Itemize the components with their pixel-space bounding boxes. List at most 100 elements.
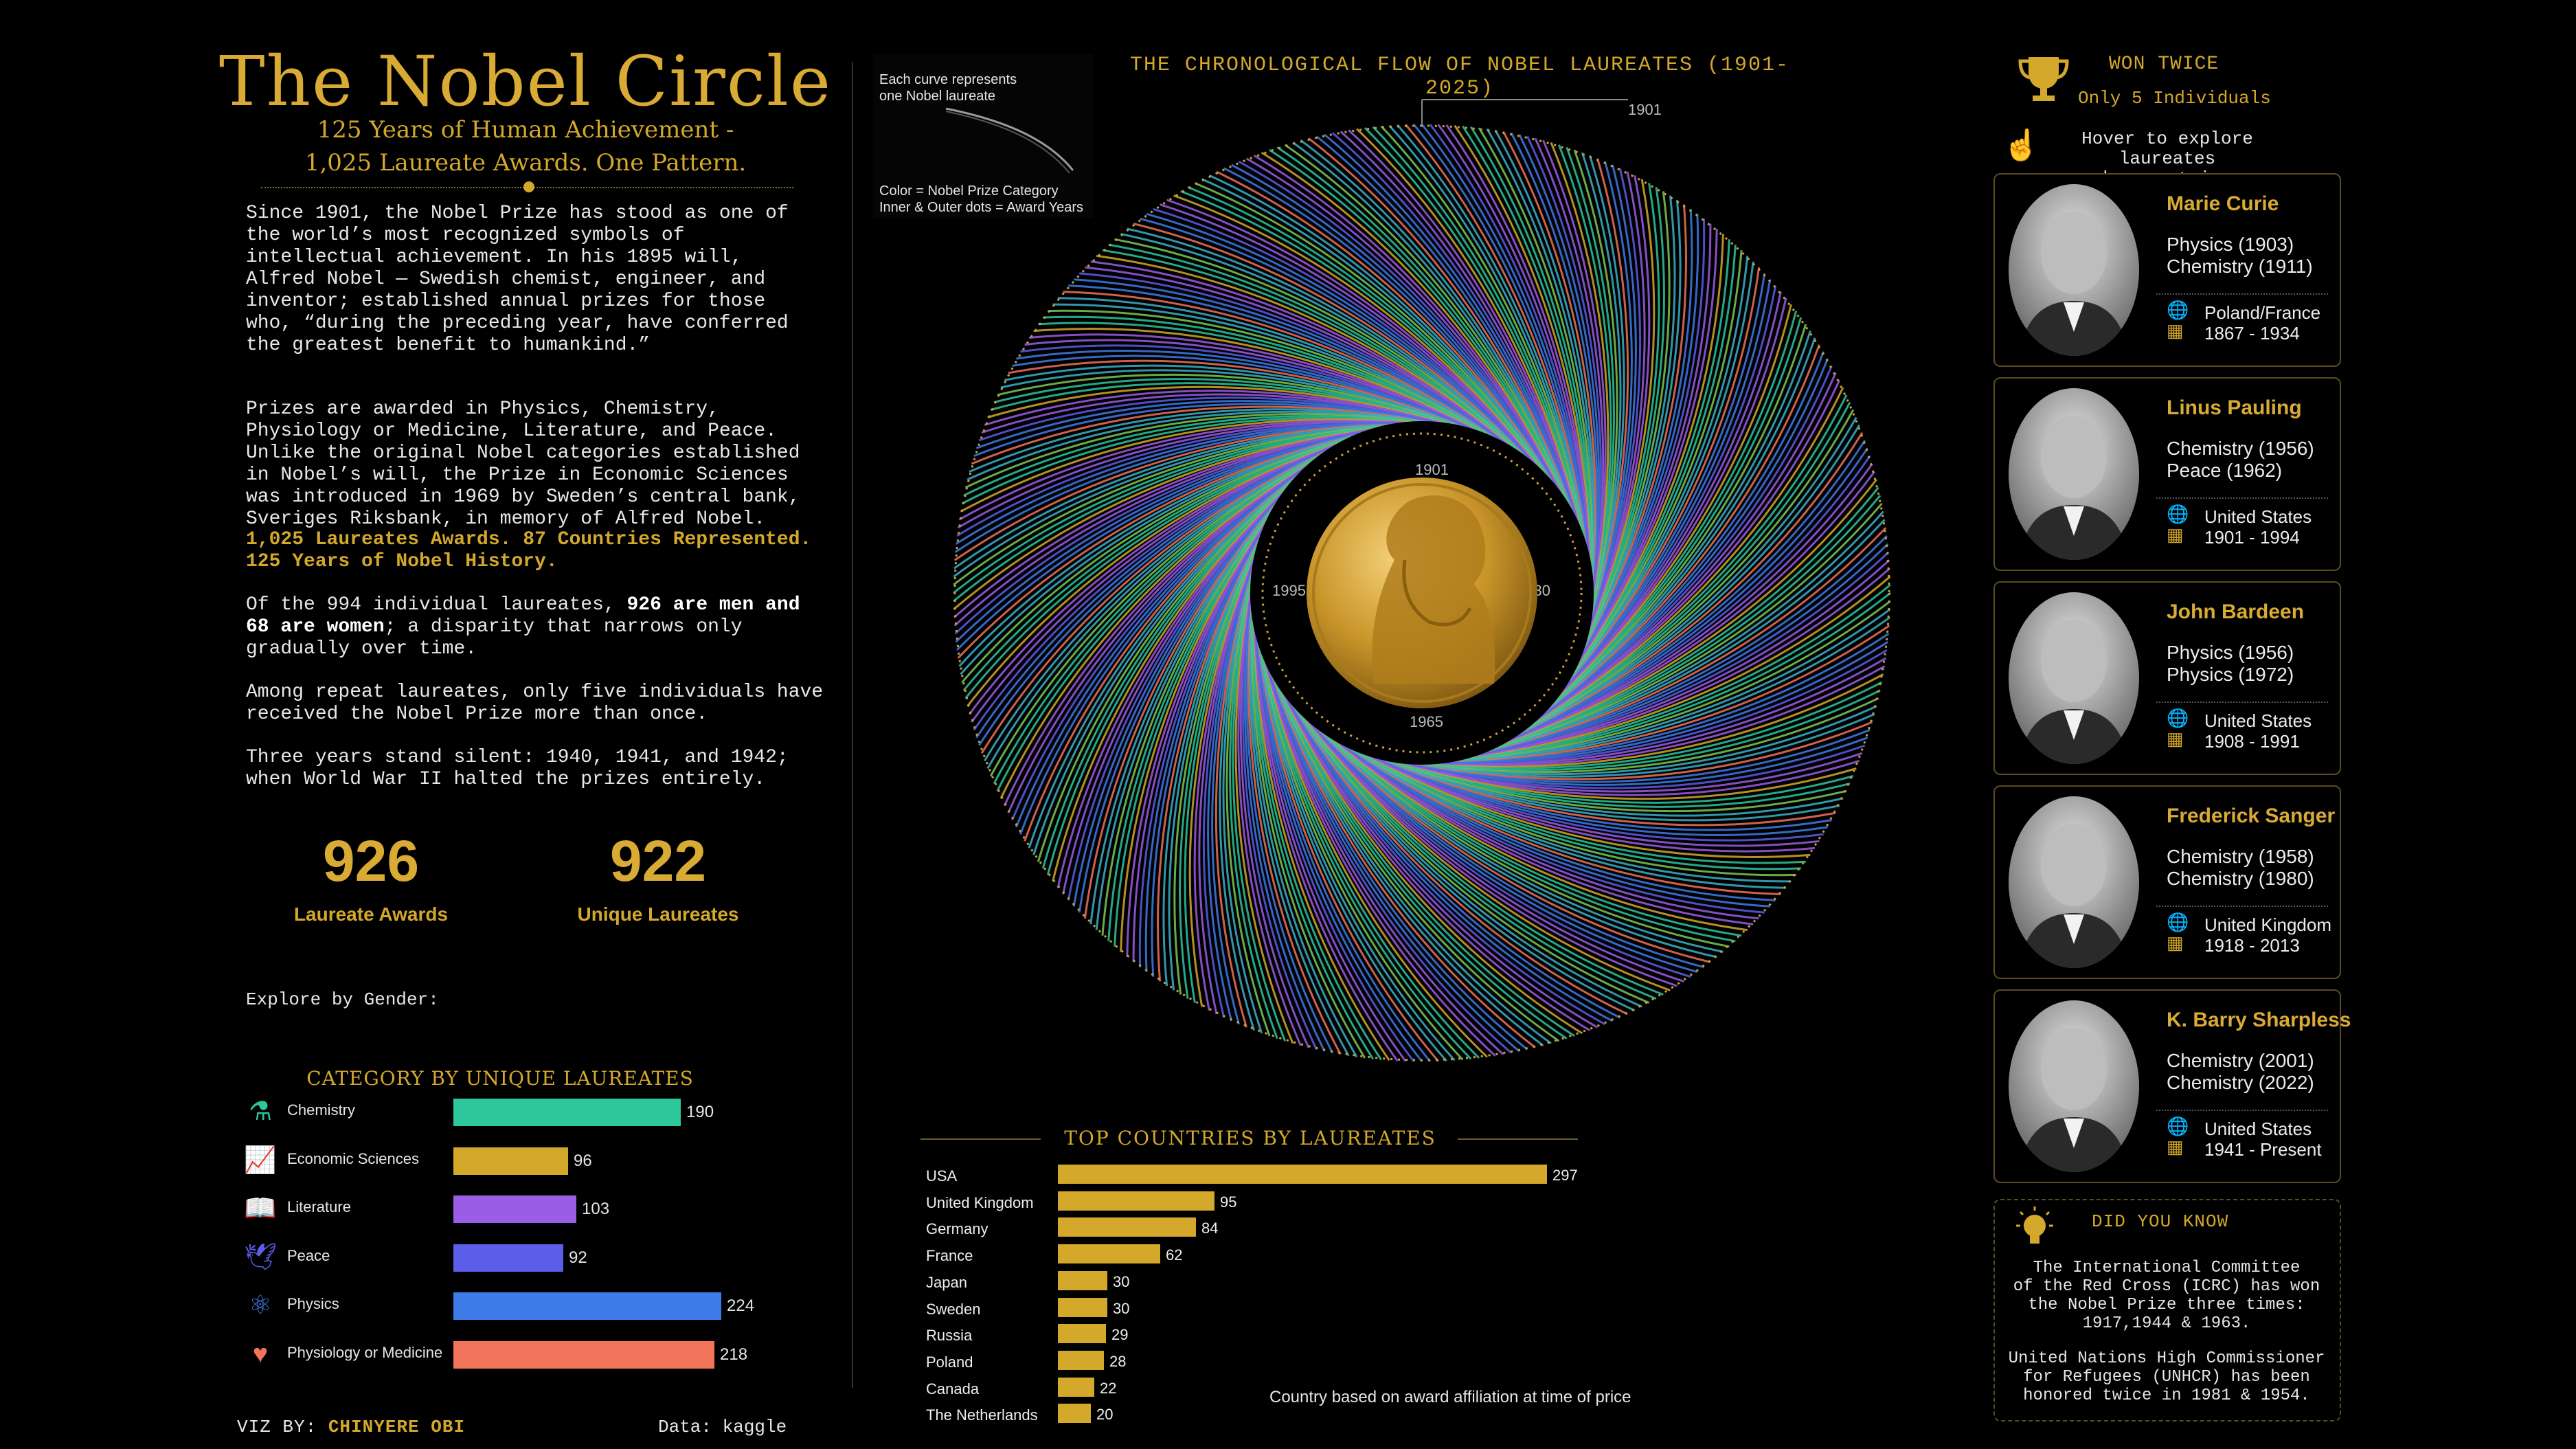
laureate-curve[interactable] — [1019, 467, 1304, 835]
laureate-card[interactable]: Linus Pauling Chemistry (1956) Peace (1962… — [1993, 377, 2341, 571]
laureate-curve[interactable] — [1234, 583, 1294, 1044]
laureate-curve[interactable] — [1250, 609, 1366, 1059]
laureate-curve[interactable] — [1285, 697, 1620, 1019]
laureate-curve[interactable] — [1062, 488, 1287, 895]
country-bar[interactable] — [1058, 1350, 1104, 1370]
laureate-curve[interactable] — [1516, 424, 1860, 737]
laureate-curve[interactable] — [1535, 365, 1833, 723]
laureate-curve[interactable] — [1284, 144, 1572, 508]
laureate-curve[interactable] — [1514, 431, 1864, 739]
laureate-curve[interactable] — [1570, 245, 1737, 678]
laureate-curve[interactable] — [1083, 497, 1280, 919]
laureate-curve[interactable] — [1319, 730, 1730, 948]
laureate-curve[interactable] — [1314, 727, 1717, 958]
laureate-curve[interactable] — [1563, 273, 1766, 691]
laureate-curve[interactable] — [1315, 135, 1578, 519]
laureate-curve[interactable] — [954, 421, 1399, 553]
laureate-curve[interactable] — [1558, 144, 1612, 607]
laureate-curve[interactable] — [1561, 279, 1772, 693]
laureate-curve[interactable] — [1542, 139, 1607, 600]
laureate-curve[interactable] — [1399, 752, 1863, 793]
laureate-curve[interactable] — [1067, 490, 1285, 901]
laureate-curve[interactable] — [1587, 175, 1651, 636]
laureate-curve[interactable] — [1043, 315, 1491, 436]
laureate-curve[interactable] — [1267, 669, 1536, 1048]
laureate-curve[interactable] — [1292, 142, 1574, 511]
laureate-curve[interactable] — [1273, 679, 1568, 1040]
laureate-curve[interactable] — [1390, 761, 1854, 804]
laureate-card[interactable]: John Bardeen Physics (1956) Physics (1972)… — [1993, 581, 2341, 775]
laureate-curve[interactable] — [1078, 495, 1281, 913]
laureate-curve[interactable] — [1479, 535, 1888, 756]
laureate-curve[interactable] — [1057, 297, 1499, 440]
category-bar[interactable] — [453, 1099, 681, 1126]
laureate-curve[interactable] — [1450, 616, 1890, 763]
laureate-curve[interactable] — [1372, 126, 1586, 539]
laureate-curve[interactable] — [961, 434, 1354, 684]
laureate-curve[interactable] — [1423, 689, 1881, 772]
laureate-curve[interactable] — [1456, 600, 1891, 763]
laureate-curve[interactable] — [1397, 759, 1860, 796]
laureate-curve[interactable] — [1261, 151, 1568, 501]
laureate-curve[interactable] — [1281, 692, 1606, 1026]
laureate-curve[interactable] — [1437, 124, 1592, 561]
laureate-curve[interactable] — [1367, 754, 1824, 842]
laureate-curve[interactable] — [1381, 759, 1844, 817]
country-bar[interactable] — [1058, 1217, 1196, 1237]
laureate-curve[interactable] — [1322, 732, 1736, 943]
laureate-curve[interactable] — [981, 393, 1445, 434]
laureate-curve[interactable] — [1486, 128, 1595, 579]
laureate-curve[interactable] — [1533, 372, 1837, 724]
laureate-curve[interactable] — [1329, 737, 1754, 925]
laureate-curve[interactable] — [1072, 493, 1283, 907]
laureate-curve[interactable] — [1214, 564, 1254, 1028]
laureate-curve[interactable] — [1004, 364, 1465, 428]
laureate-curve[interactable] — [1262, 658, 1504, 1055]
laureate-curve[interactable] — [990, 382, 1454, 425]
country-bar[interactable] — [1058, 1324, 1106, 1344]
laureate-curve[interactable] — [1303, 717, 1684, 982]
laureate-curve[interactable] — [1589, 164, 1637, 627]
laureate-curve[interactable] — [1574, 228, 1718, 670]
laureate-curve[interactable] — [1364, 127, 1585, 536]
laureate-curve[interactable] — [997, 373, 1459, 427]
laureate-curve[interactable] — [1259, 650, 1480, 1059]
laureate-curve[interactable] — [973, 442, 1337, 731]
laureate-curve[interactable] — [1498, 479, 1877, 748]
laureate-curve[interactable] — [1510, 132, 1598, 588]
laureate-curve[interactable] — [1250, 616, 1382, 1061]
laureate-curve[interactable] — [1270, 675, 1552, 1044]
laureate-curve[interactable] — [1519, 416, 1857, 736]
laureate-curve[interactable] — [1511, 440, 1866, 741]
laureate-curve[interactable] — [1015, 465, 1307, 828]
laureate-curve[interactable] — [978, 396, 1441, 442]
laureate-curve[interactable] — [1583, 195, 1676, 651]
laureate-curve[interactable] — [1274, 682, 1575, 1037]
category-bar[interactable] — [453, 1195, 576, 1223]
laureate-curve[interactable] — [1585, 183, 1660, 642]
laureate-curve[interactable] — [1253, 155, 1566, 499]
laureate-curve[interactable] — [1251, 618, 1390, 1062]
laureate-curve[interactable] — [1509, 447, 1868, 742]
category-bar[interactable] — [453, 1147, 568, 1175]
laureate-curve[interactable] — [1261, 655, 1496, 1057]
laureate-curve[interactable] — [1548, 324, 1807, 710]
laureate-curve[interactable] — [1114, 238, 1525, 456]
laureate-curve[interactable] — [1544, 337, 1816, 714]
laureate-curve[interactable] — [1250, 612, 1374, 1060]
laureate-curve[interactable] — [1162, 532, 1262, 987]
category-bar[interactable] — [453, 1244, 563, 1272]
laureate-curve[interactable] — [1579, 209, 1693, 659]
laureate-curve[interactable] — [1573, 234, 1724, 673]
country-bar[interactable] — [1058, 1297, 1107, 1317]
laureate-curve[interactable] — [1000, 369, 1462, 427]
laureate-curve[interactable] — [1412, 124, 1590, 553]
laureate-curve[interactable] — [1132, 519, 1268, 963]
laureate-curve[interactable] — [967, 410, 1427, 481]
laureate-curve[interactable] — [1238, 160, 1563, 494]
laureate-curve[interactable] — [1566, 261, 1754, 686]
laureate-curve[interactable] — [1334, 740, 1765, 914]
laureate-curve[interactable] — [953, 423, 1394, 570]
laureate-curve[interactable] — [1348, 747, 1792, 883]
laureate-curve[interactable] — [1421, 697, 1879, 774]
